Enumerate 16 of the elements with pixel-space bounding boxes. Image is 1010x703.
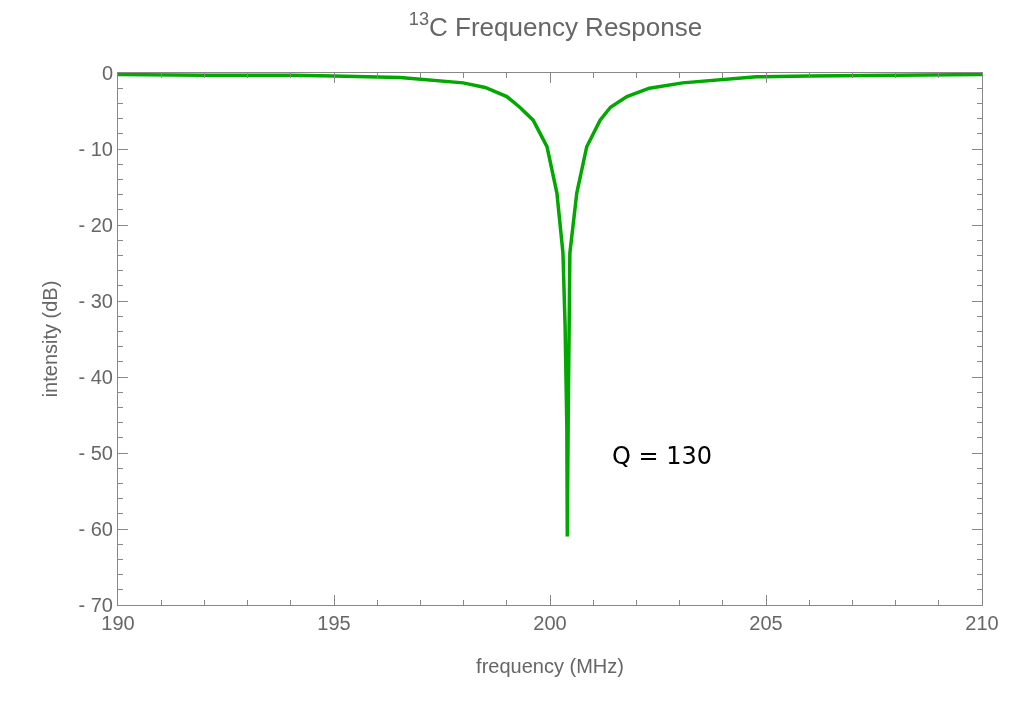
y-tick-label: - 30 xyxy=(78,290,113,312)
x-axis-title: frequency (MHz) xyxy=(476,654,624,677)
y-tick-label: - 50 xyxy=(78,442,113,464)
x-tick-label: 210 xyxy=(965,612,999,634)
x-tick-label: 195 xyxy=(317,612,351,634)
y-tick-label: - 20 xyxy=(78,214,113,236)
x-tick-label: 200 xyxy=(533,612,567,634)
y-tick-label: - 60 xyxy=(78,518,113,540)
y-tick-label: 0 xyxy=(101,62,113,84)
line-series xyxy=(118,73,982,539)
annotation: Q = 130 xyxy=(612,442,713,470)
y-tick-label: - 40 xyxy=(78,366,113,388)
y-axis-title: intensity (dB) xyxy=(39,280,62,398)
y-tick-label: - 10 xyxy=(78,138,113,160)
x-tick-label: 205 xyxy=(749,612,783,634)
chart-title: $^{13}$C Frequency Response xyxy=(408,8,703,42)
